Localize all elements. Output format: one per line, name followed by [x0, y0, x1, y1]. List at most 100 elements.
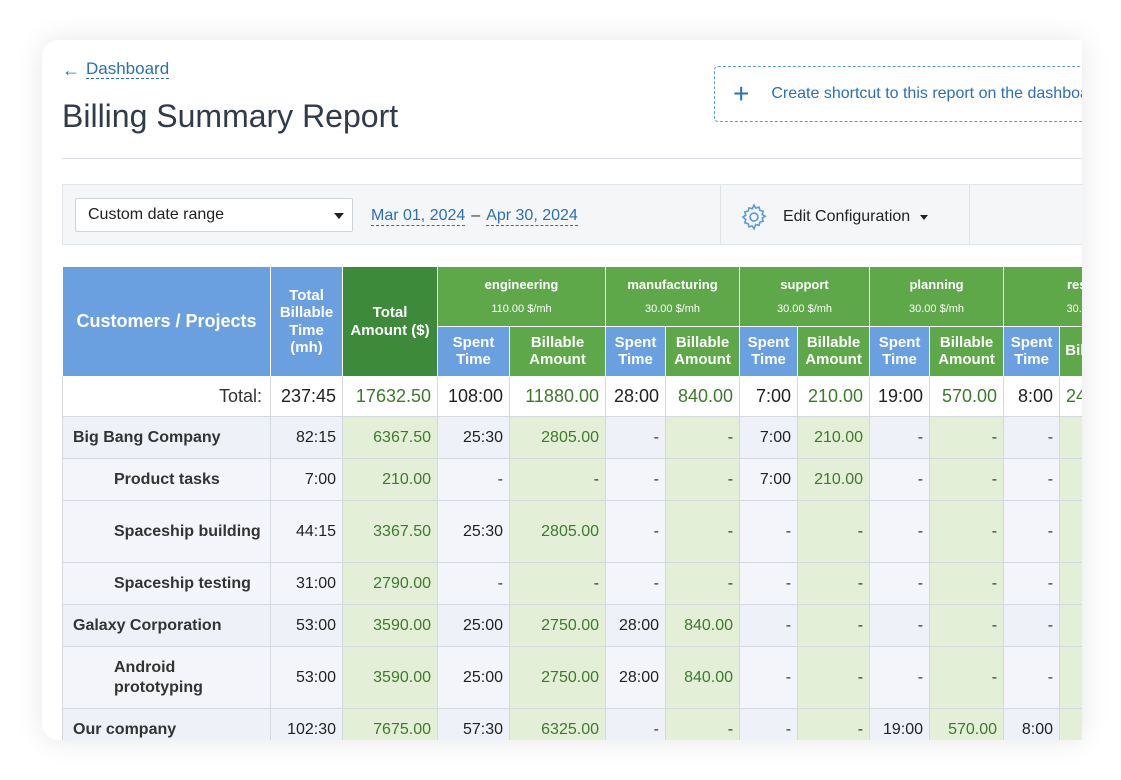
spent-time-cell: -	[437, 458, 510, 501]
column-header-spent-time[interactable]: Spent Time	[605, 326, 666, 377]
back-to-dashboard-link[interactable]: ← Dashboard	[62, 59, 170, 79]
billable-amount-cell: -	[509, 458, 606, 501]
billable-amount-cell: -	[797, 500, 871, 563]
billable-amount-cell: 2750.00	[509, 604, 606, 647]
date-to-link[interactable]: Apr 30, 2024	[486, 207, 578, 226]
billable-amount-cell: 6325.00	[509, 708, 606, 740]
row-total-amount: 210.00	[342, 458, 438, 501]
edit-configuration-button[interactable]: Edit Configuration	[739, 202, 929, 232]
column-header-spent-time[interactable]: Spent Time	[739, 326, 799, 377]
spent-time-cell: 25:30	[437, 500, 510, 563]
back-link-label: Dashboard	[86, 59, 170, 79]
column-header-customers[interactable]: Customers / Projects	[62, 266, 271, 377]
department-rate: 30.00 $/mh	[1066, 302, 1082, 315]
column-header-spent-time[interactable]: Spent Time	[1003, 326, 1061, 377]
caret-down-icon	[334, 213, 344, 219]
billable-amount-cell	[1059, 604, 1082, 647]
column-header-billable-amount[interactable]: Billable Amount	[1059, 326, 1082, 377]
billable-amount-cell: -	[797, 708, 871, 740]
billable-amount-cell: -	[664, 708, 741, 740]
spent-time-cell: -	[869, 458, 931, 501]
row-total-amount: 2790.00	[342, 562, 438, 605]
department-header: engineering 110.00 $/mh	[437, 266, 606, 327]
column-header-billable-amount[interactable]: Billable Amount	[664, 326, 741, 377]
spent-time-cell: 25:00	[437, 646, 510, 709]
create-shortcut-label: Create shortcut to this report on the da…	[771, 85, 1082, 102]
spent-time-cell: -	[605, 500, 666, 563]
department-rate: 30.00 $/mh	[644, 302, 701, 315]
row-total-time: 7:00	[270, 458, 343, 501]
billable-amount-cell: -	[664, 458, 741, 501]
billable-amount-cell	[1059, 458, 1082, 501]
customer-row[interactable]: Galaxy Corporation 53:00 3590.00 25:00 2750.…	[62, 604, 1082, 647]
row-total-time: 53:00	[270, 646, 343, 709]
column-header-spent-time[interactable]: Spent Time	[437, 326, 510, 377]
spent-time-cell: -	[1003, 604, 1061, 647]
billable-amount-cell	[1059, 646, 1082, 709]
billable-amount-cell	[1059, 562, 1082, 605]
project-row[interactable]: Android prototyping 53:00 3590.00 25:00 2750…	[62, 646, 1082, 709]
spent-time-cell: -	[869, 562, 931, 605]
column-header-billable-amount[interactable]: Billable Amount	[509, 326, 606, 377]
column-header-total-amount[interactable]: Total Amount ($)	[342, 266, 438, 377]
toolbar-divider	[969, 185, 970, 244]
customer-row[interactable]: Big Bang Company 82:15 6367.50 25:30 2805.00…	[62, 416, 1082, 459]
customer-name: Galaxy Corporation	[62, 604, 271, 647]
project-name: Spaceship building	[62, 500, 271, 563]
department-header: planning 30.00 $/mh	[869, 266, 1005, 327]
edit-configuration-label: Edit Configuration	[783, 208, 911, 225]
department-rate: 110.00 $/mh	[491, 302, 552, 315]
total-cell: 840.00	[664, 376, 741, 417]
column-header-total-time[interactable]: Total Billable Time (mh)	[270, 266, 343, 377]
total-cell: 7:00	[739, 376, 799, 417]
row-total-time: 31:00	[270, 562, 343, 605]
billable-amount-cell: -	[664, 416, 741, 459]
spent-time-cell: 7:00	[739, 458, 799, 501]
billable-amount-cell: 570.00	[929, 708, 1005, 740]
row-total-time: 82:15	[270, 416, 343, 459]
spent-time-cell: -	[605, 458, 666, 501]
spent-time-cell: -	[437, 562, 510, 605]
project-row[interactable]: Product tasks 7:00 210.00- - - -7:00 210.00- - -	[62, 458, 1082, 501]
customer-name: Big Bang Company	[62, 416, 271, 459]
column-header-billable-amount[interactable]: Billable Amount	[929, 326, 1005, 377]
spent-time-cell: -	[1003, 416, 1061, 459]
row-total-amount: 3367.50	[342, 500, 438, 563]
billable-amount-cell: 210.00	[797, 458, 871, 501]
department-rate: 30.00 $/mh	[909, 302, 965, 315]
spent-time-cell: -	[1003, 562, 1061, 605]
report-card: ← Dashboard Billing Summary Report + Cre…	[42, 40, 1082, 740]
project-row[interactable]: Spaceship testing 31:00 2790.00- - - - - - - - -	[62, 562, 1082, 605]
customer-row[interactable]: Our company 102:30 7675.00 57:30 6325.00- - - -…	[62, 708, 1082, 740]
row-total-time: 102:30	[270, 708, 343, 740]
spent-time-cell: -	[739, 562, 799, 605]
department-name: research	[1066, 277, 1082, 293]
billable-amount-cell	[1059, 500, 1082, 563]
caret-down-icon	[920, 214, 929, 220]
billable-amount-cell: 2805.00	[509, 416, 606, 459]
column-header-spent-time[interactable]: Spent Time	[869, 326, 931, 377]
spent-time-cell: -	[1003, 458, 1061, 501]
date-range-select[interactable]: Custom date range	[75, 198, 353, 232]
spent-time-cell: -	[605, 708, 666, 740]
spent-time-cell: -	[869, 646, 931, 709]
department-name: support	[780, 277, 829, 293]
billable-amount-cell: 840.00	[664, 604, 741, 647]
billable-amount-cell: 210.00	[797, 416, 871, 459]
spent-time-cell: -	[869, 416, 931, 459]
project-name: Android prototyping	[62, 646, 271, 709]
billable-amount-cell	[1059, 416, 1082, 459]
date-from-link[interactable]: Mar 01, 2024	[371, 207, 466, 226]
billable-amount-cell: 2750.00	[509, 646, 606, 709]
row-total-time: 44:15	[270, 500, 343, 563]
spent-time-cell: 7:00	[739, 416, 799, 459]
column-header-billable-amount[interactable]: Billable Amount	[797, 326, 871, 377]
billable-amount-cell: 240.00	[1059, 708, 1082, 740]
billable-amount-cell: -	[509, 562, 606, 605]
date-range: Mar 01, 2024 – Apr 30, 2024	[371, 207, 578, 226]
total-cell: 28:00	[605, 376, 666, 417]
billable-amount-cell: -	[929, 416, 1005, 459]
create-shortcut-button[interactable]: + Create shortcut to this report on the …	[714, 66, 1082, 122]
billable-amount-cell: 2805.00	[509, 500, 606, 563]
project-row[interactable]: Spaceship building 44:15 3367.50 25:30 2805.…	[62, 500, 1082, 563]
